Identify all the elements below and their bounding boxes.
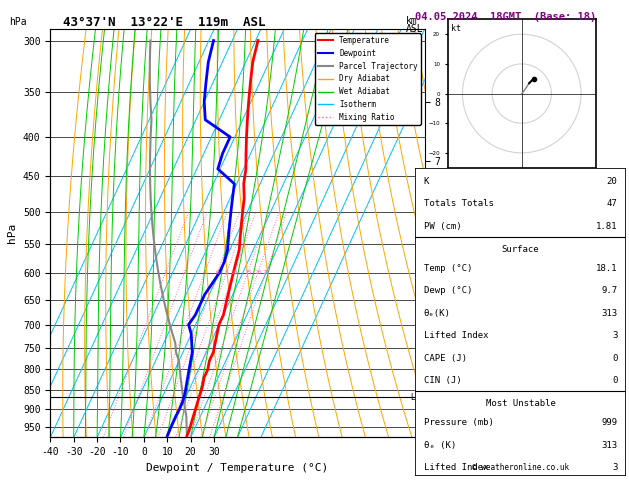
Text: Pressure (mb): Pressure (mb) xyxy=(423,418,493,427)
Text: 9.7: 9.7 xyxy=(601,286,618,295)
Text: Lifted Index: Lifted Index xyxy=(423,331,488,340)
Text: Dewp (°C): Dewp (°C) xyxy=(423,286,472,295)
Text: 1.81: 1.81 xyxy=(596,222,618,231)
Text: kt: kt xyxy=(450,24,460,33)
Text: LCL: LCL xyxy=(410,393,424,402)
Text: 8: 8 xyxy=(225,270,228,276)
Text: 2: 2 xyxy=(182,270,186,276)
Text: 20: 20 xyxy=(607,177,618,186)
Legend: Temperature, Dewpoint, Parcel Trajectory, Dry Adiabat, Wet Adiabat, Isotherm, Mi: Temperature, Dewpoint, Parcel Trajectory… xyxy=(314,33,421,125)
Text: θₑ (K): θₑ (K) xyxy=(423,440,456,450)
Text: K: K xyxy=(423,177,429,186)
Text: hPa: hPa xyxy=(9,17,27,27)
X-axis label: Dewpoint / Temperature (°C): Dewpoint / Temperature (°C) xyxy=(147,463,328,473)
Text: ASL: ASL xyxy=(406,24,423,35)
Text: 3: 3 xyxy=(612,463,618,472)
Text: 1: 1 xyxy=(164,270,167,276)
Y-axis label: hPa: hPa xyxy=(8,223,18,243)
Text: 6: 6 xyxy=(215,270,219,276)
Text: 10: 10 xyxy=(230,270,238,276)
Text: 15: 15 xyxy=(244,270,252,276)
Text: CAPE (J): CAPE (J) xyxy=(423,354,467,363)
Y-axis label: Mixing Ratio (g/kg): Mixing Ratio (g/kg) xyxy=(479,182,488,284)
Text: Temp (°C): Temp (°C) xyxy=(423,264,472,273)
Text: 0: 0 xyxy=(612,354,618,363)
Text: 999: 999 xyxy=(601,418,618,427)
Text: 313: 313 xyxy=(601,309,618,318)
Text: 18.1: 18.1 xyxy=(596,264,618,273)
Text: θₑ(K): θₑ(K) xyxy=(423,309,450,318)
Text: 43°37'N  13°22'E  119m  ASL: 43°37'N 13°22'E 119m ASL xyxy=(63,16,265,29)
Text: © weatheronline.co.uk: © weatheronline.co.uk xyxy=(472,463,569,471)
Text: 0: 0 xyxy=(612,376,618,385)
Text: 47: 47 xyxy=(607,199,618,208)
Text: Totals Totals: Totals Totals xyxy=(423,199,493,208)
Text: PW (cm): PW (cm) xyxy=(423,222,461,231)
Text: Surface: Surface xyxy=(502,244,539,254)
Text: 20: 20 xyxy=(254,270,262,276)
Text: 3: 3 xyxy=(612,331,618,340)
Text: Most Unstable: Most Unstable xyxy=(486,399,555,408)
Text: 04.05.2024  18GMT  (Base: 18): 04.05.2024 18GMT (Base: 18) xyxy=(415,12,596,22)
Text: Lifted Index: Lifted Index xyxy=(423,463,488,472)
Text: 313: 313 xyxy=(601,440,618,450)
Text: 25: 25 xyxy=(262,270,269,276)
Text: CIN (J): CIN (J) xyxy=(423,376,461,385)
Text: km: km xyxy=(406,16,418,26)
Text: 4: 4 xyxy=(203,270,206,276)
